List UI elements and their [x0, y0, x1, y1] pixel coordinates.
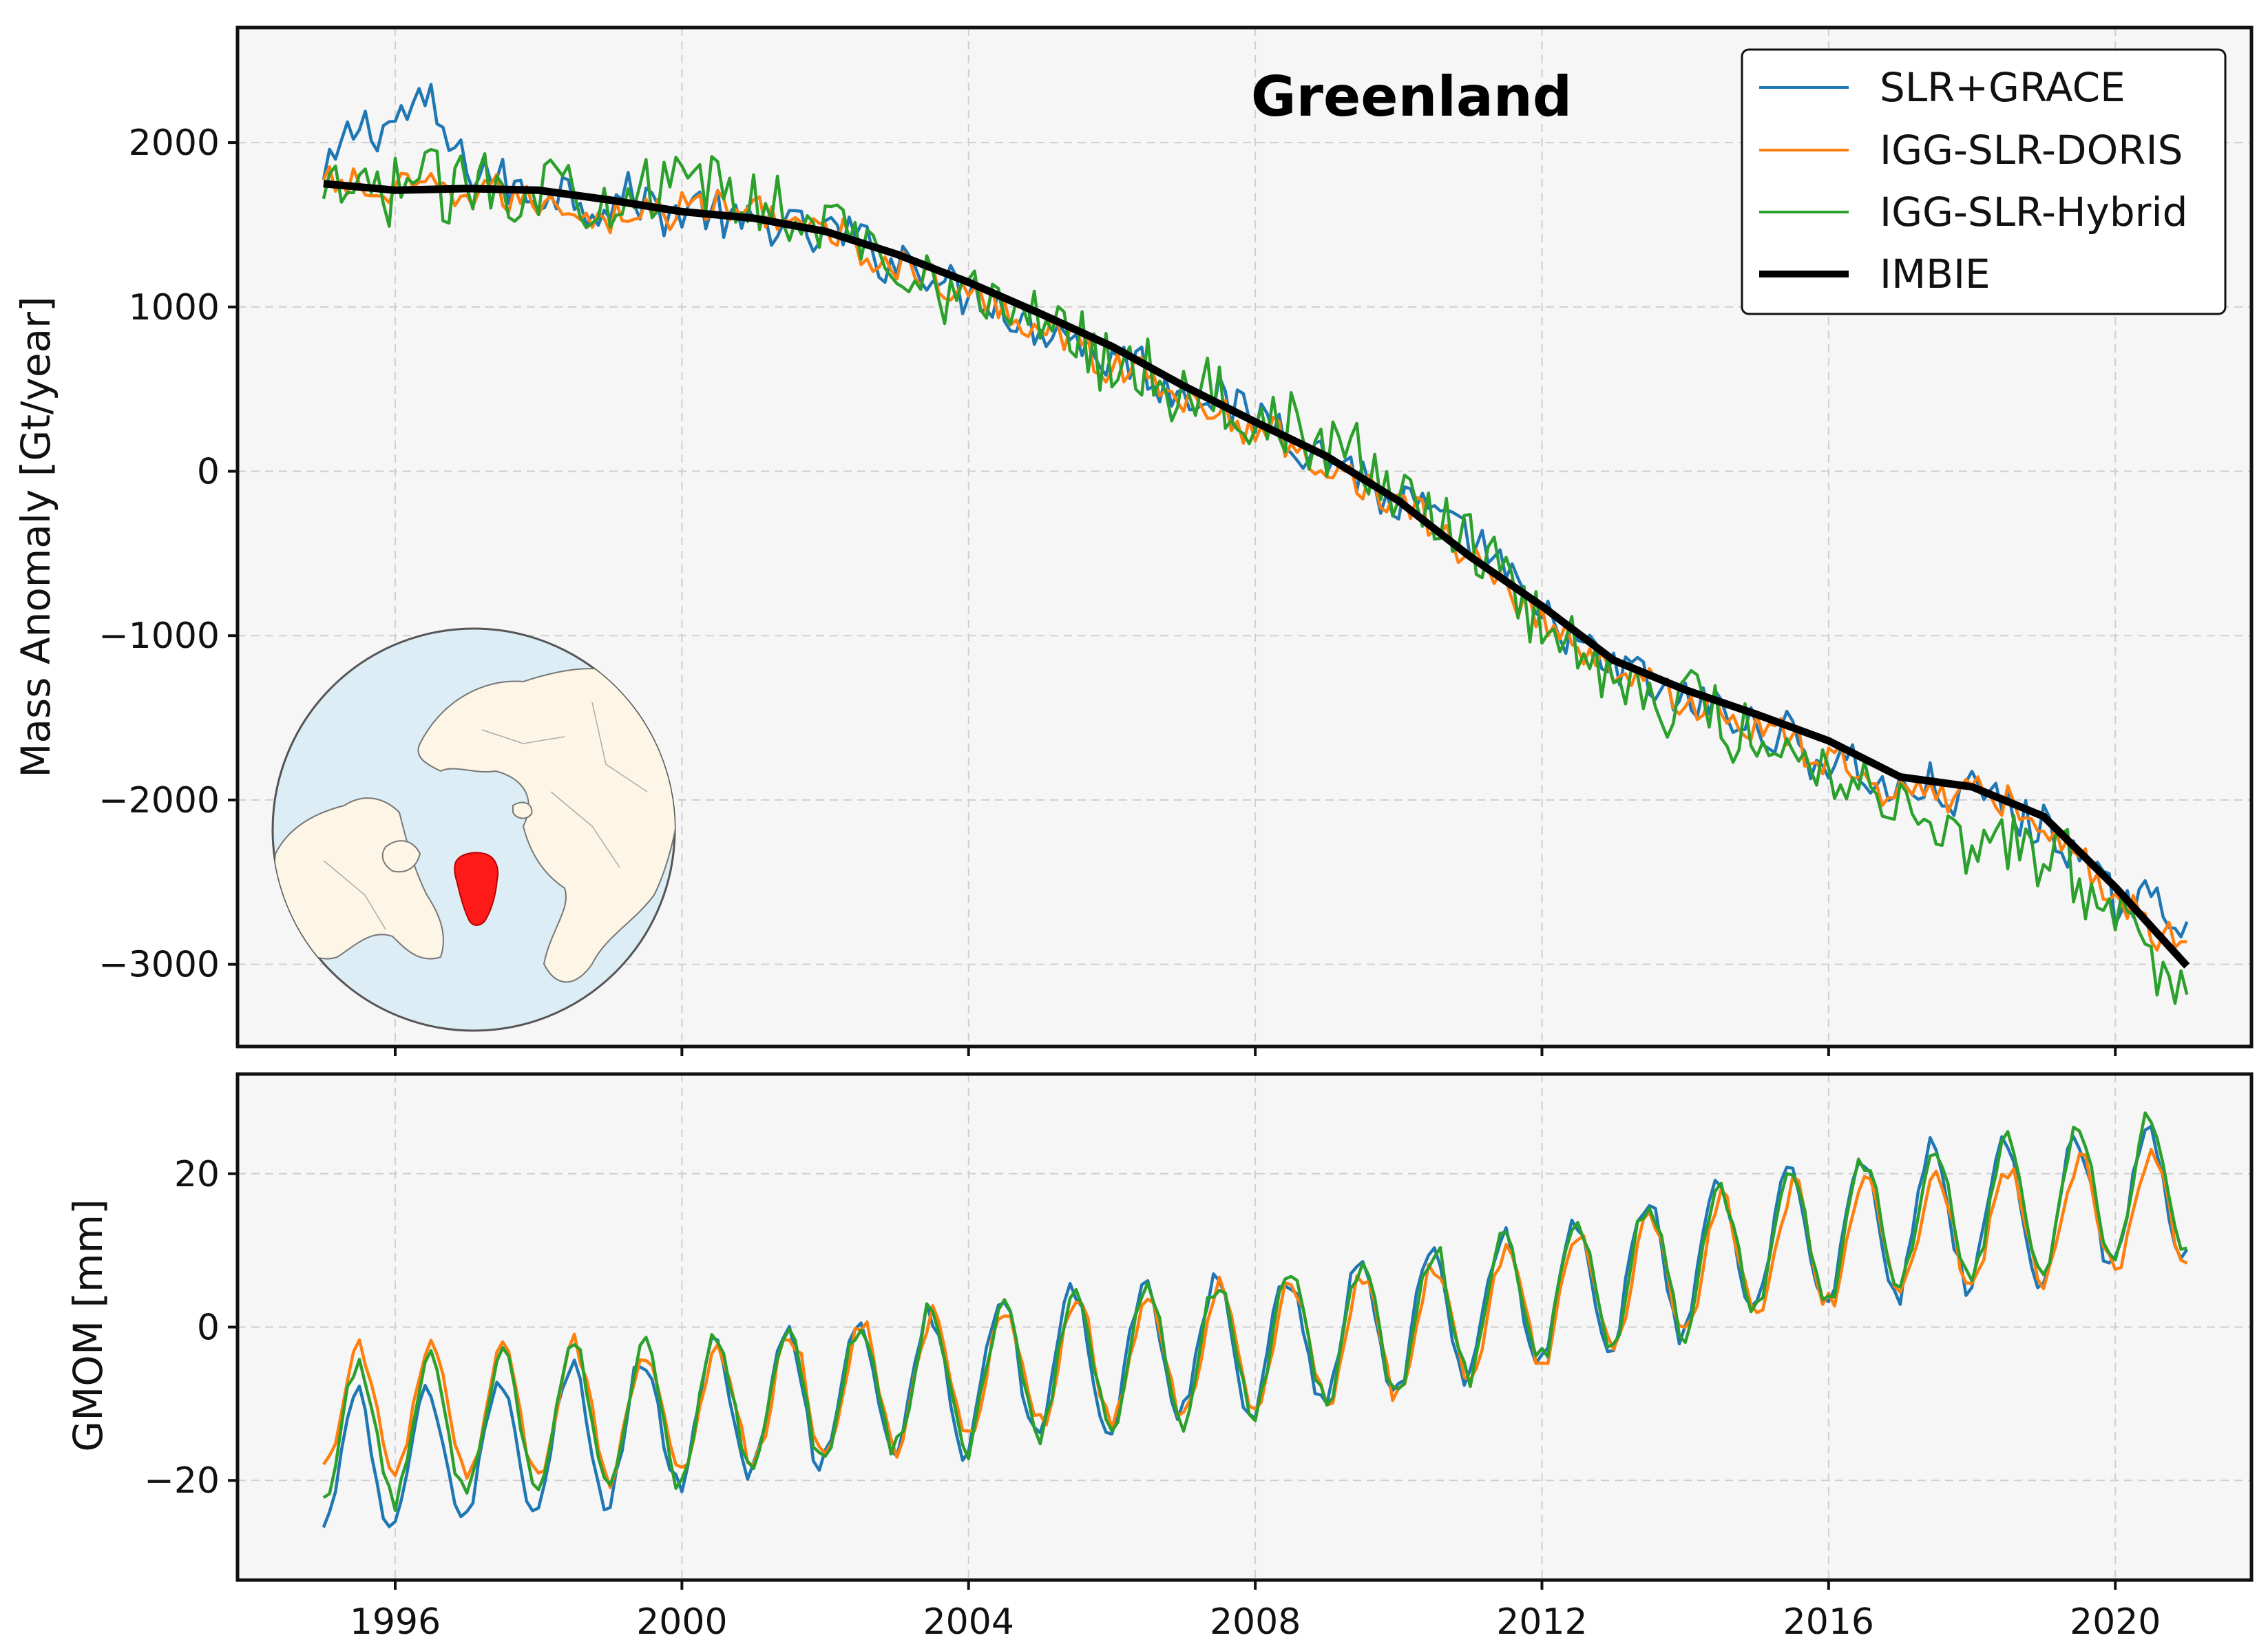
top-y-tick-label: −1000 — [98, 616, 220, 657]
x-tick-label: 2004 — [923, 1601, 1014, 1643]
bottom-y-tick-label: 20 — [174, 1154, 220, 1195]
eurasia-landmass — [417, 668, 675, 983]
bottom-panel: 20 0 −20 1996 2000 2004 2008 2012 2016 2020 GMOM… — [65, 1072, 2254, 1643]
globe-land — [273, 668, 675, 983]
bottom-series — [322, 1111, 2189, 1528]
legend-label-imbie: IMBIE — [1880, 251, 1991, 297]
x-tick-label: 1996 — [350, 1601, 441, 1643]
legend: SLR+GRACE IGG-SLR-DORIS IGG-SLR-Hybrid I… — [1741, 48, 2227, 315]
x-tick-label: 2020 — [2070, 1601, 2161, 1643]
top-y-ticks: 2000 1000 0 −1000 −2000 −3000 — [98, 123, 238, 986]
bottom-x-ticks: 1996 2000 2004 2008 2012 2016 2020 — [350, 1580, 2161, 1643]
series-line-imbie — [323, 180, 2190, 969]
x-tick-label: 2012 — [1496, 1601, 1587, 1643]
bottom-y-axis-label: GMOM [mm] — [65, 1199, 112, 1451]
top-y-tick-label: −2000 — [98, 780, 220, 821]
greenland-locator-globe — [271, 627, 676, 1032]
top-y-axis-label: Mass Anomaly [Gt/year] — [12, 296, 59, 777]
series-line-igg-slr-doris — [322, 165, 2187, 952]
legend-label-igg-slr-hybrid: IGG-SLR-Hybrid — [1880, 189, 2187, 235]
top-y-tick-label: 0 — [197, 452, 220, 493]
top-series — [322, 83, 2190, 1005]
top-frame — [235, 25, 2254, 1049]
legend-box — [1741, 48, 2227, 315]
legend-entry-slr-grace: SLR+GRACE — [1759, 64, 2125, 111]
top-panel: 2000 1000 0 −1000 −2000 −3000 Mass Anomaly [G… — [12, 25, 2254, 1056]
svalbard — [512, 801, 533, 819]
top-y-tick-label: 2000 — [129, 123, 220, 164]
bottom-frame — [235, 1072, 2254, 1582]
gmom-line-igg-slr-hybrid — [322, 1111, 2187, 1512]
bottom-grid — [238, 1074, 2251, 1580]
legend-label-slr-grace: SLR+GRACE — [1880, 64, 2125, 111]
x-tick-label: 2008 — [1210, 1601, 1301, 1643]
legend-entry-igg-slr-doris: IGG-SLR-DORIS — [1759, 127, 2183, 173]
x-tick-label: 2000 — [636, 1601, 727, 1643]
legend-entry-imbie: IMBIE — [1759, 251, 1991, 297]
x-tick-label: 2016 — [1783, 1601, 1874, 1643]
top-y-tick-label: 1000 — [129, 287, 220, 328]
country-borders — [323, 702, 648, 930]
bottom-y-ticks: 20 0 −20 — [144, 1154, 238, 1502]
bottom-y-tick-label: −20 — [144, 1460, 220, 1502]
bottom-y-tick-label: 0 — [197, 1307, 220, 1349]
greenland-highlight — [454, 852, 498, 926]
arctic-archipelago — [381, 840, 421, 873]
legend-label-igg-slr-doris: IGG-SLR-DORIS — [1880, 127, 2183, 173]
top-y-tick-label: −3000 — [98, 945, 220, 986]
chart-title: Greenland — [1251, 65, 1572, 129]
legend-entry-igg-slr-hybrid: IGG-SLR-Hybrid — [1759, 189, 2187, 235]
